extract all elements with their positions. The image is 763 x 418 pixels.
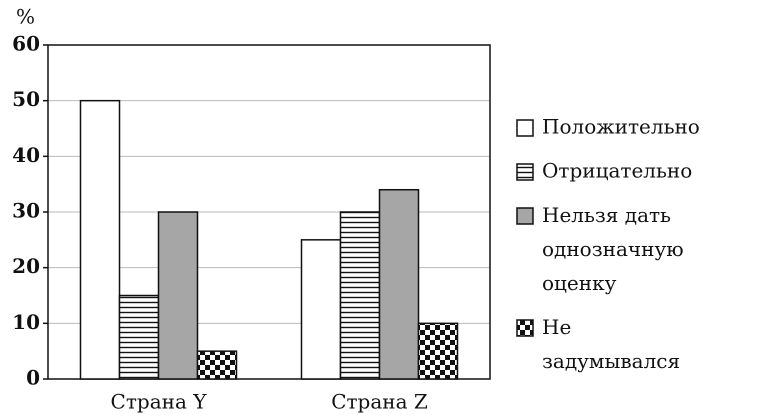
bar bbox=[118, 294, 160, 380]
legend-swatch bbox=[516, 119, 534, 137]
bar bbox=[157, 211, 199, 380]
x-tick-label: Страна Z bbox=[331, 390, 428, 414]
y-tick-label: 0 bbox=[26, 366, 40, 390]
bar bbox=[339, 211, 381, 380]
y-tick-label: 20 bbox=[12, 254, 40, 278]
bar bbox=[378, 188, 420, 380]
x-tick-label: Страна Y bbox=[111, 390, 208, 414]
bar bbox=[196, 350, 238, 380]
bar bbox=[79, 99, 121, 380]
legend-label: Положительно bbox=[542, 115, 700, 139]
legend-swatch bbox=[516, 163, 534, 181]
y-tick-label: 60 bbox=[12, 32, 40, 56]
y-tick-label: 30 bbox=[12, 199, 40, 223]
legend-label: Не задумывался bbox=[542, 315, 680, 373]
bar bbox=[300, 239, 342, 380]
legend-swatch bbox=[516, 207, 534, 225]
y-axis-label: % bbox=[16, 5, 35, 29]
bar bbox=[417, 322, 459, 380]
y-tick-label: 40 bbox=[12, 143, 40, 167]
legend-label: Отрицательно bbox=[542, 159, 692, 183]
y-tick-label: 50 bbox=[12, 87, 40, 111]
legend-label: Нельзя дать однозначную оценку bbox=[542, 203, 684, 295]
y-tick-label: 10 bbox=[12, 310, 40, 334]
legend-swatch bbox=[516, 319, 534, 337]
plot-frame bbox=[47, 44, 491, 380]
